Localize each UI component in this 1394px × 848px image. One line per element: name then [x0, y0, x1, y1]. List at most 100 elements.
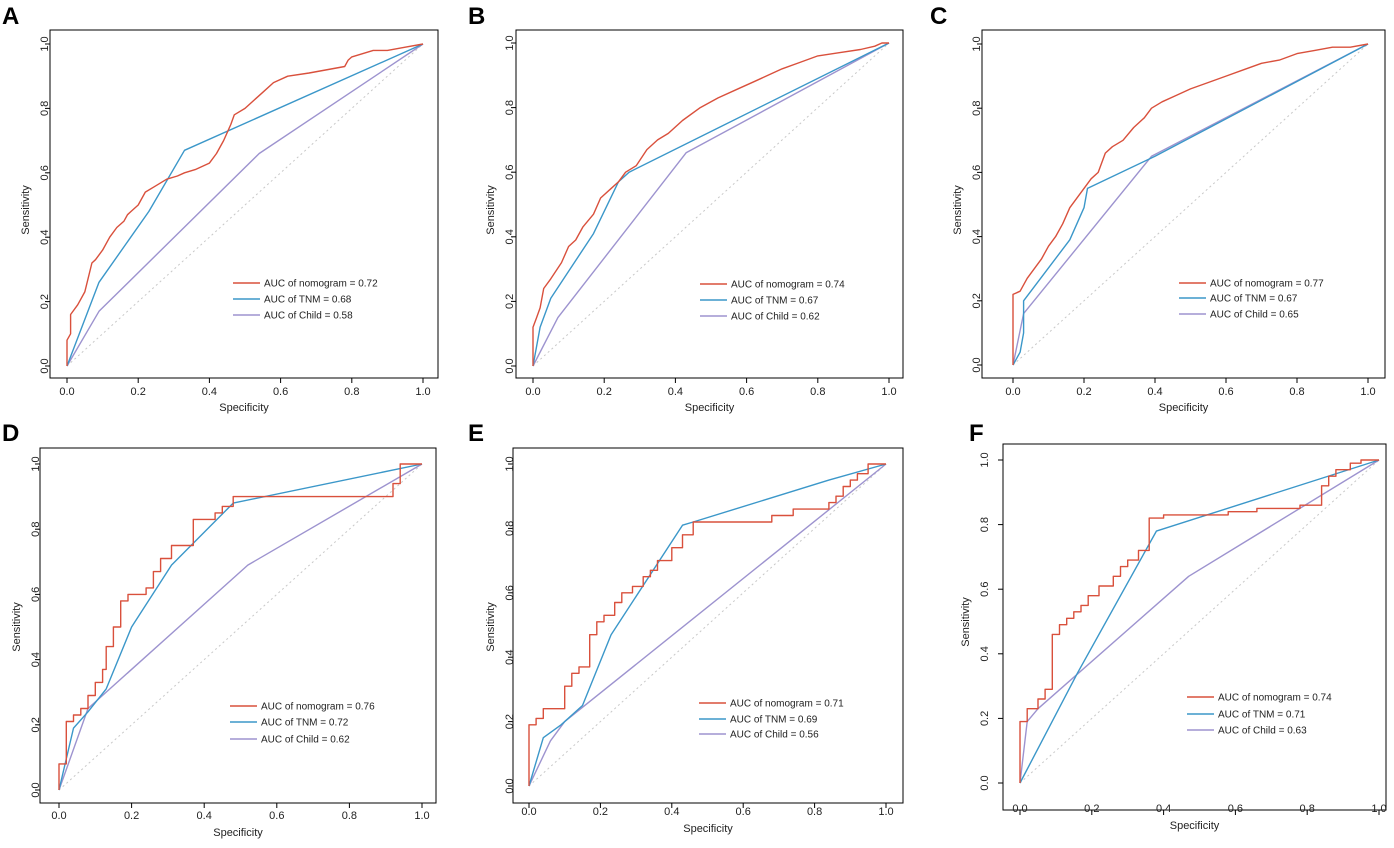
y-tick-label: 0.8 [504, 100, 516, 115]
plot-frame [39, 447, 437, 804]
legend-label-tnm: AUC of TNM = 0.72 [261, 718, 349, 729]
series-line-nomogram [532, 42, 889, 366]
x-tick-label: 1.0 [1360, 386, 1375, 398]
legend-label-child: AUC of Child = 0.56 [730, 730, 819, 741]
x-tick-label: 0.8 [807, 806, 822, 818]
x-axis-title: Specificity [685, 402, 735, 414]
y-tick-label: 0.0 [504, 778, 516, 793]
y-tick-label: 1.0 [39, 36, 51, 51]
series-line-child [1012, 43, 1369, 366]
y-tick-label: 0.2 [979, 711, 991, 726]
series-line-tnm [58, 463, 423, 791]
y-axis-title: Sensitivity [11, 602, 23, 652]
x-tick-label: 0.2 [597, 386, 612, 398]
x-tick-label: 0.6 [739, 386, 754, 398]
panel-e: E 0.0 0.2 0.4 0.6 0.8 1.0 0.0 0.2 0.4 0.6 0.8 1.0 Spe… [468, 420, 904, 835]
x-tick-label: 0.6 [269, 810, 284, 822]
y-tick-label: 0.4 [504, 229, 516, 244]
x-tick-label: 0.4 [1156, 803, 1171, 815]
y-tick-label: 0.6 [30, 587, 42, 602]
y-tick-label: 0.0 [30, 782, 42, 797]
series-line-nomogram [1019, 459, 1379, 783]
series-line-tnm [532, 42, 890, 367]
y-tick-label: 1.0 [504, 456, 516, 471]
x-tick-label: 1.0 [414, 810, 429, 822]
panel-a: A 0.0 0.2 0.4 0.6 0.8 1.0 0.0 0.2 0.4 0.6 0.8 1.0 Spe… [2, 3, 439, 414]
reference-diagonal [532, 42, 890, 367]
plot-frame [1002, 443, 1387, 811]
x-tick-label: 0.2 [131, 386, 146, 398]
y-tick-label: 1.0 [30, 456, 42, 471]
legend-label-child: AUC of Child = 0.63 [1218, 726, 1307, 737]
plot-frame [515, 29, 904, 379]
y-tick-label: 0.4 [504, 650, 516, 665]
series-line-nomogram [66, 43, 424, 366]
series-line-child [58, 463, 423, 791]
legend-label-tnm: AUC of TNM = 0.67 [731, 296, 819, 307]
legend-label-nomogram: AUC of nomogram = 0.71 [730, 699, 844, 710]
series-line-nomogram [58, 463, 422, 790]
y-tick-label: 0.2 [504, 294, 516, 309]
x-tick-label: 0.0 [1005, 386, 1020, 398]
x-tick-label: 0.4 [202, 386, 217, 398]
x-axis-title: Specificity [213, 827, 263, 839]
x-tick-label: 0.6 [273, 386, 288, 398]
x-tick-label: 0.4 [664, 806, 679, 818]
legend-label-tnm: AUC of TNM = 0.69 [730, 715, 818, 726]
series-line-nomogram [528, 463, 886, 786]
legend-label-child: AUC of Child = 0.58 [264, 311, 353, 322]
y-tick-label: 0.4 [30, 652, 42, 667]
y-tick-label: 0.0 [504, 358, 516, 373]
y-tick-label: 0.4 [39, 230, 51, 245]
legend-label-nomogram: AUC of nomogram = 0.77 [1210, 279, 1324, 290]
panel-letter: F [969, 420, 984, 447]
x-tick-label: 1.0 [878, 806, 893, 818]
x-tick-label: 0.0 [59, 386, 74, 398]
y-tick-label: 0.8 [979, 517, 991, 532]
x-tick-label: 0.0 [1012, 803, 1027, 815]
y-tick-label: 0.2 [30, 717, 42, 732]
y-tick-label: 0.2 [971, 293, 983, 308]
y-tick-label: 0.6 [504, 165, 516, 180]
legend-label-child: AUC of Child = 0.65 [1210, 310, 1299, 321]
panel-letter: B [468, 3, 485, 30]
x-tick-label: 0.0 [525, 386, 540, 398]
y-tick-label: 0.4 [979, 646, 991, 661]
y-tick-label: 0.6 [504, 585, 516, 600]
y-tick-label: 0.2 [504, 714, 516, 729]
y-tick-label: 1.0 [971, 36, 983, 51]
legend-label-tnm: AUC of TNM = 0.71 [1218, 710, 1306, 721]
reference-diagonal [1012, 43, 1369, 366]
panel-f: F 0.0 0.2 0.4 0.6 0.8 1.0 0.0 0.2 0.4 0.6 0.8 1.0 Spe… [960, 420, 1387, 832]
series-line-tnm [1019, 459, 1380, 784]
x-tick-label: 1.0 [1371, 803, 1386, 815]
x-tick-label: 0.4 [197, 810, 212, 822]
legend-label-child: AUC of Child = 0.62 [261, 735, 350, 746]
legend-label-tnm: AUC of TNM = 0.68 [264, 295, 352, 306]
y-tick-label: 0.6 [39, 165, 51, 180]
series-line-tnm [528, 463, 887, 787]
y-tick-label: 0.6 [971, 165, 983, 180]
x-axis-title: Specificity [1170, 820, 1220, 832]
y-tick-label: 0.6 [979, 582, 991, 597]
x-tick-label: 0.6 [1228, 803, 1243, 815]
x-tick-label: 0.2 [1076, 386, 1091, 398]
panel-c: C 0.0 0.2 0.4 0.6 0.8 1.0 0.0 0.2 0.4 0.6 0.8 1.0 Spe… [930, 3, 1386, 414]
plot-frame [49, 29, 439, 379]
y-axis-title: Sensitivity [960, 597, 972, 647]
y-tick-label: 0.8 [39, 101, 51, 116]
panel-letter: D [2, 420, 19, 447]
y-tick-label: 0.0 [971, 357, 983, 372]
series-line-tnm [66, 43, 424, 367]
reference-diagonal [66, 43, 424, 367]
y-axis-title: Sensitivity [485, 602, 497, 652]
x-tick-label: 0.2 [1084, 803, 1099, 815]
x-axis-title: Specificity [683, 823, 733, 835]
panel-letter: E [468, 420, 484, 447]
y-axis-title: Sensitivity [20, 185, 32, 235]
panel-letter: A [2, 3, 19, 30]
legend-label-child: AUC of Child = 0.62 [731, 312, 820, 323]
x-tick-label: 1.0 [881, 386, 896, 398]
x-tick-label: 0.6 [736, 806, 751, 818]
